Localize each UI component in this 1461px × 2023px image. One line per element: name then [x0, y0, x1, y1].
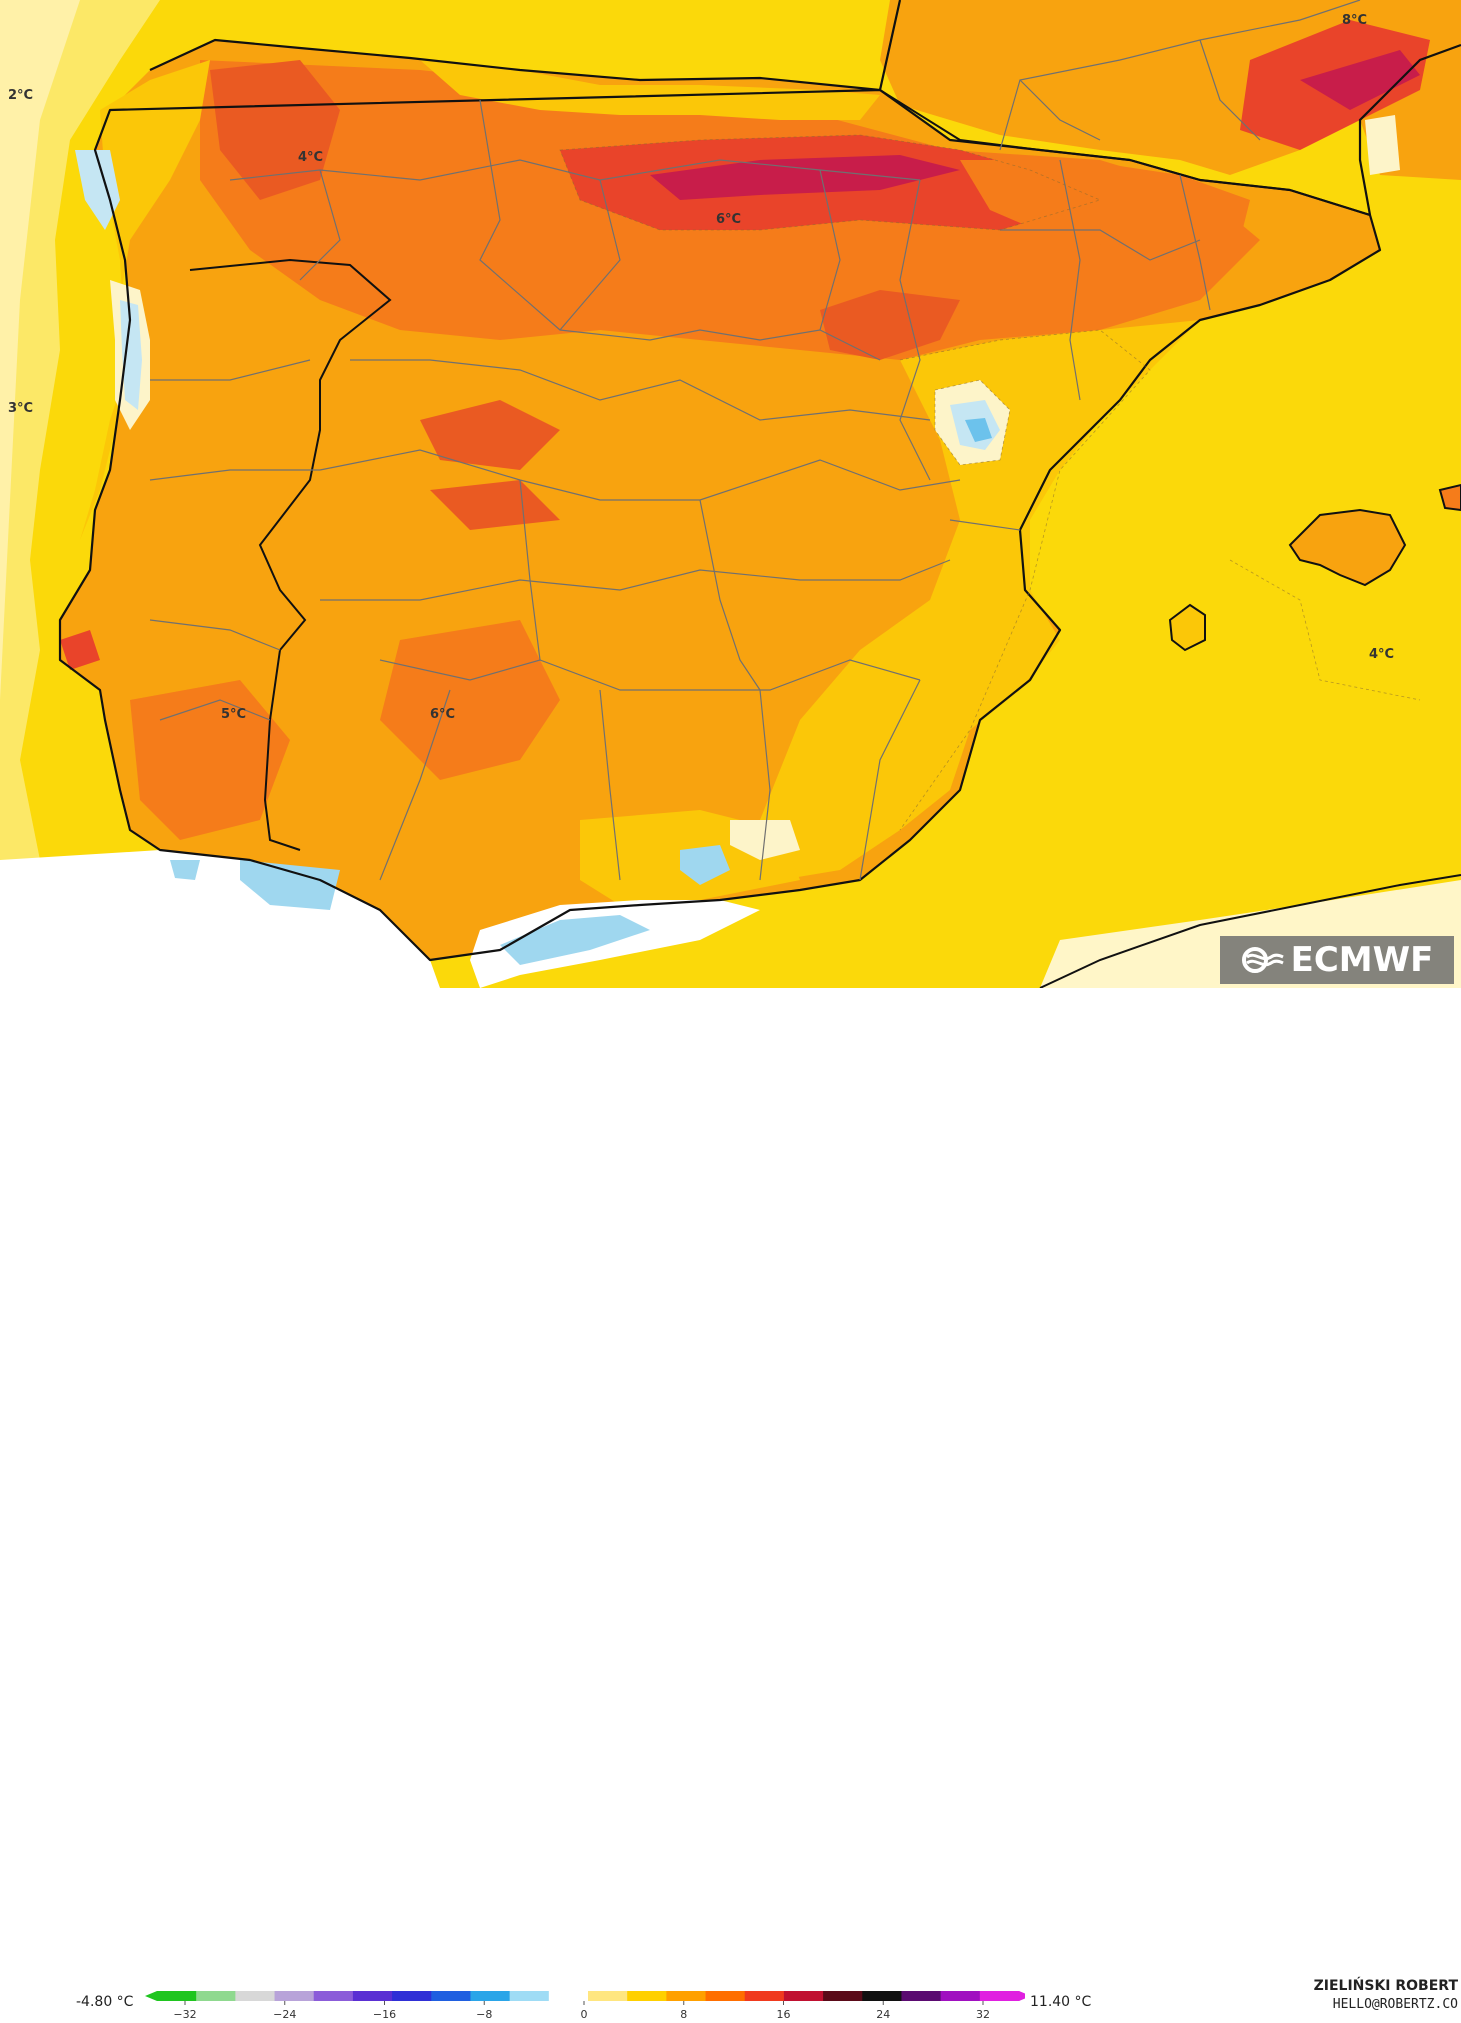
atlantic-pale-zone — [0, 0, 160, 988]
coastline — [58, 0, 1382, 962]
gulf-cadiz-blue-2 — [170, 860, 200, 880]
colorbar-tick-label: 0 — [581, 2008, 588, 2021]
central-warm-patch-2 — [430, 480, 560, 530]
ecmwf-logo: ECMWF — [1220, 936, 1454, 984]
alboran-white — [470, 900, 760, 988]
temp-label-6c-south: 6°C — [430, 707, 455, 722]
author-name: ZIELIŃSKI ROBERT — [1313, 1978, 1458, 1994]
colorbar-segment — [470, 1991, 511, 2001]
portugal-coast-blue — [120, 300, 142, 410]
colorbar-tick-label: −32 — [173, 2008, 196, 2021]
temp-label-8c: 8°C — [1342, 13, 1367, 28]
gulf-cadiz-blue — [240, 860, 340, 910]
lisbon-hot — [60, 630, 100, 670]
iberian-range-deep — [965, 418, 992, 442]
north-coast-yellow — [420, 60, 880, 120]
pyrenees-warm — [960, 160, 1250, 250]
ecmwf-logo-icon — [1241, 947, 1284, 973]
colorbar-segment — [783, 1991, 824, 2001]
temp-label-6c-north: 6°C — [716, 212, 741, 227]
colorbar-tick-label: 32 — [976, 2008, 990, 2021]
colorbar-segment — [313, 1991, 354, 2001]
temp-label-3c: 3°C — [8, 401, 33, 416]
colorbar-segment — [862, 1991, 902, 2001]
minorca-white — [1365, 115, 1400, 175]
portugal-south-warm — [130, 680, 290, 840]
contour-lines — [559, 134, 1421, 831]
northwest-hot — [210, 60, 340, 200]
colorbar-tick-label: −24 — [273, 2008, 296, 2021]
temp-label-4c-northwest: 4°C — [298, 150, 323, 165]
colorbar-segment — [627, 1991, 667, 2001]
africa-coastline — [1039, 874, 1461, 988]
alboran-blue — [500, 915, 650, 965]
atlantic-pale-zone-2 — [0, 0, 80, 700]
temperature-map-svg: 2°C 3°C 4°C 6°C 8°C 5°C 6°C 4°C — [0, 0, 1461, 988]
colorbar-tick-label: −8 — [476, 2008, 492, 2021]
colorbar-segment — [235, 1991, 276, 2001]
colorbar-segment — [509, 1991, 550, 2001]
legend-colorbar: −32 −24 −16 −8 0 8 16 24 32 — [145, 1991, 1025, 2021]
colorbar-tick-label: 24 — [876, 2008, 890, 2021]
france-hottest — [1300, 50, 1420, 110]
colorbar-segment — [705, 1991, 746, 2001]
colorbar-segment — [392, 1991, 432, 2001]
colorbar-segment — [196, 1991, 236, 2001]
galicia-coast-blue — [75, 150, 120, 230]
author-email: HELLO@ROBERTZ.CO — [1332, 1997, 1458, 2012]
colorbar-segment — [548, 1991, 589, 2001]
east-coast-yellow — [760, 320, 1200, 880]
north-hottest-band — [650, 155, 960, 200]
colorbar-segment — [901, 1991, 942, 2001]
colorbar-segment — [157, 1991, 197, 2001]
colorbar-min-arrow — [145, 1991, 157, 2001]
legend-max-value: 11.40 °C — [1030, 1994, 1092, 2010]
colorbar-segment — [666, 1991, 707, 2001]
colorbar-tick-label: 16 — [777, 2008, 791, 2021]
colorbar-segment — [352, 1991, 393, 2001]
ecmwf-logo-text: ECMWF — [1290, 940, 1434, 980]
colorbar-segment — [588, 1991, 628, 2001]
south-west-sea-white — [0, 850, 440, 988]
weather-map: 2°C 3°C 4°C 6°C 8°C 5°C 6°C 4°C ECMWF — [0, 0, 1461, 988]
colorbar-segment — [431, 1991, 471, 2001]
ibiza-island — [1168, 603, 1206, 652]
colorbar-tick-label: −16 — [373, 2008, 396, 2021]
colorbar-segment — [744, 1991, 785, 2001]
spain-portugal-border — [189, 258, 392, 851]
colorbar-segment — [940, 1991, 981, 2001]
temp-label-4c-east: 4°C — [1369, 647, 1394, 662]
ebro-warm — [820, 290, 960, 360]
mallorca-island — [1288, 508, 1407, 587]
temp-label-5c: 5°C — [221, 707, 246, 722]
menorca-island — [1438, 483, 1461, 512]
colorbar-segment — [979, 1991, 1020, 2001]
legend-footer: -4.80 °C −32 −24 −16 −8 0 8 16 24 32 11.40 °C ZI… — [0, 988, 1461, 2021]
colorbar-max-arrow — [1019, 1991, 1025, 2001]
france-coastline — [1358, 43, 1461, 216]
central-warm-patch-1 — [420, 400, 560, 470]
spain-france-border — [879, 89, 1371, 216]
legend-min-value: -4.80 °C — [76, 1994, 134, 2010]
colorbar-segment — [274, 1991, 315, 2001]
colorbar-segment — [823, 1991, 863, 2001]
sierra-nevada-blue — [680, 845, 730, 885]
south-central-warm — [380, 620, 560, 780]
temp-label-2c: 2°C — [8, 88, 33, 103]
regional-borders — [149, 0, 1361, 881]
colorbar-tick-label: 8 — [680, 2008, 687, 2021]
